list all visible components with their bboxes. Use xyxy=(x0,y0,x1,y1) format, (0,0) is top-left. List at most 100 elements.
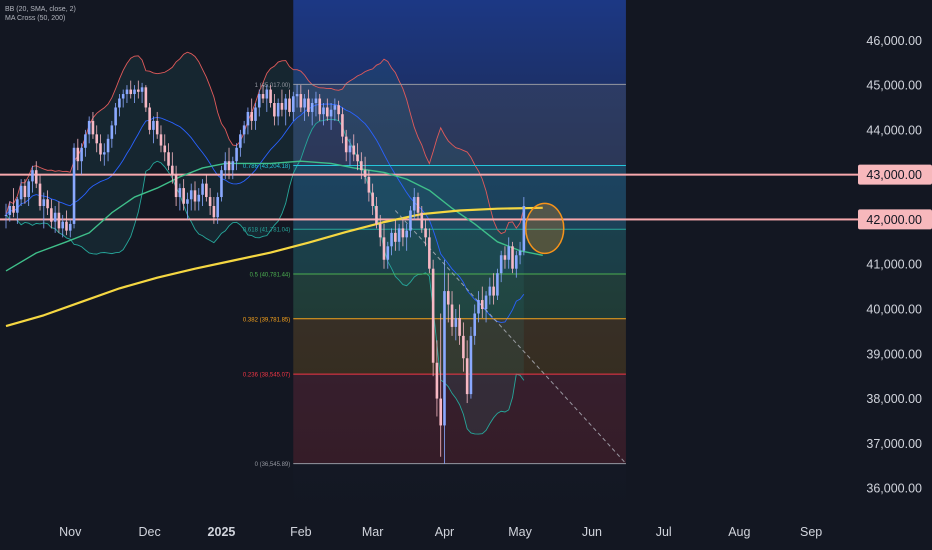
fib-fill-bands xyxy=(293,84,626,464)
candle-body xyxy=(428,237,431,269)
x-axis[interactable]: Nov Dec 2025 Feb Mar Apr May Jun Jul Aug Sep xyxy=(59,525,822,539)
candle-body xyxy=(310,103,314,112)
candle-body xyxy=(12,206,15,213)
candle-body xyxy=(34,170,38,184)
x-tick-label: Nov xyxy=(59,525,82,539)
y-axis[interactable]: 46,000.00 45,000.00 44,000.00 43,000.00 42,0… xyxy=(858,34,932,496)
candle-body xyxy=(341,114,344,137)
candle-body xyxy=(23,185,27,198)
x-tick-label: Apr xyxy=(435,525,454,539)
candle-body xyxy=(412,197,416,211)
candle-body xyxy=(269,89,272,103)
candle-body xyxy=(273,103,276,117)
candle-body xyxy=(386,246,390,260)
candle-body xyxy=(76,147,80,162)
candle-body xyxy=(4,214,8,216)
candle-body xyxy=(458,317,461,336)
candle-body xyxy=(522,206,526,251)
candle-body xyxy=(465,358,469,395)
x-tick-label: Feb xyxy=(290,525,312,539)
candle-body xyxy=(295,94,299,97)
candle-body xyxy=(348,145,352,153)
candle-body xyxy=(518,250,522,256)
bb-basis xyxy=(5,103,525,323)
candle-body xyxy=(216,197,219,218)
candles xyxy=(4,80,526,464)
candle-body xyxy=(450,304,454,327)
x-tick-label: May xyxy=(508,525,532,539)
candle-body xyxy=(223,161,227,171)
candle-body xyxy=(235,147,238,162)
y-tick-label: 45,000.00 xyxy=(866,79,922,93)
candle-body xyxy=(167,152,170,166)
sma50-line xyxy=(5,160,543,272)
y-tick-label: 40,000.00 xyxy=(866,303,922,317)
candle-body xyxy=(205,183,208,198)
candle-body xyxy=(178,188,182,198)
candle-body xyxy=(254,107,257,121)
y-tick-label: 46,000.00 xyxy=(866,34,922,48)
candle-body xyxy=(318,98,322,115)
highlight-circle[interactable] xyxy=(525,202,565,255)
dashed-trendline xyxy=(394,210,627,464)
highlight-ellipse xyxy=(525,202,565,255)
candle-body xyxy=(8,206,12,215)
candle-body xyxy=(189,190,193,200)
candle-body xyxy=(363,170,367,177)
bb-upper xyxy=(5,51,525,235)
candle-body xyxy=(352,145,356,155)
fib-label-0.618: 0.618 (41,781.04) xyxy=(243,228,290,234)
candle-body xyxy=(344,136,348,153)
candle-body xyxy=(121,94,125,99)
x-tick-label: Dec xyxy=(139,525,161,539)
candle-body xyxy=(129,89,133,95)
price-label-box xyxy=(858,164,932,185)
candle-body xyxy=(182,188,185,204)
candle-body xyxy=(27,181,30,198)
legend-bb[interactable]: BB (20, SMA, close, 2) xyxy=(5,6,76,13)
fib-label-0.236: 0.236 (38,545.07) xyxy=(243,373,290,379)
candle-body xyxy=(65,221,68,231)
legend-ma[interactable]: MA Cross (50, 200) xyxy=(5,15,66,22)
candle-body xyxy=(371,192,374,206)
fib-label-0.786: 0.786 (43,204.18) xyxy=(243,164,290,170)
candle-body xyxy=(201,183,204,195)
candle-body xyxy=(137,89,140,92)
bb-fill xyxy=(6,52,524,435)
candle-body xyxy=(246,111,250,126)
candle-body xyxy=(443,291,446,426)
candle-body xyxy=(507,246,511,260)
bb-lower xyxy=(5,119,525,435)
x-tick-label: Jun xyxy=(582,525,602,539)
candle-body xyxy=(57,212,61,229)
candle-body xyxy=(144,87,148,108)
trendline[interactable] xyxy=(394,210,627,464)
y-tick-label: 38,000.00 xyxy=(866,392,922,406)
price-label-box xyxy=(858,209,932,230)
candle-body xyxy=(50,208,53,222)
level-line-43000 xyxy=(0,173,860,176)
candle-body xyxy=(84,134,87,148)
candle-body xyxy=(140,87,144,92)
candle-body xyxy=(333,105,337,110)
candle-body xyxy=(469,335,473,395)
candle-body xyxy=(220,170,223,198)
candle-body xyxy=(401,228,405,238)
candle-body xyxy=(250,111,253,121)
y-tick-label: 44,000.00 xyxy=(866,123,922,137)
candle-body xyxy=(435,362,439,399)
x-tick-label: Aug xyxy=(728,525,750,539)
y-tick-label: 41,000.00 xyxy=(866,258,922,272)
candle-body xyxy=(265,89,269,99)
candle-body xyxy=(242,125,246,135)
candle-body xyxy=(291,96,295,112)
candle-body xyxy=(511,246,514,269)
candle-body xyxy=(477,300,480,314)
fib-vertical-zone xyxy=(293,0,626,515)
candle-body xyxy=(31,170,34,182)
candle-body xyxy=(197,194,201,202)
candle-body xyxy=(446,291,450,305)
candle-body xyxy=(322,107,325,115)
fib-label-1: 1 (45,017.00) xyxy=(255,83,291,89)
